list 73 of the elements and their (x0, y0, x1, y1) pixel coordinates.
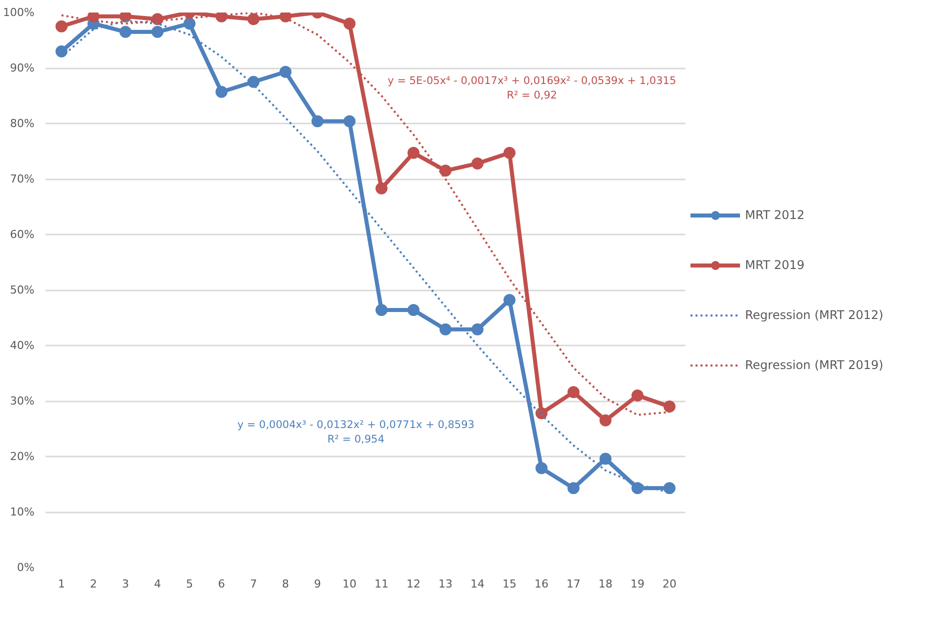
point (664, 400, 676, 413)
point (632, 482, 644, 494)
y-tick-label: 50% (10, 284, 35, 296)
y-tick-label: 10% (10, 506, 35, 518)
x-tick-label: 4 (154, 578, 161, 590)
point (472, 323, 484, 336)
x-tick-label: 5 (186, 578, 193, 590)
point (152, 26, 164, 38)
x-tick-label: 2 (90, 578, 97, 590)
y-tick-label: 60% (10, 228, 35, 241)
y-tick-label: 0% (17, 561, 34, 574)
legend-label: MRT 2019 (745, 258, 805, 272)
y-tick-label: 90% (10, 62, 35, 74)
point (408, 146, 420, 159)
annotation: y = 5E-05x⁴ - 0,0017x³ + 0,0169x² - 0,0539x + 1,0315 R² = 0,92 (388, 74, 676, 102)
point (56, 45, 68, 58)
point (216, 86, 228, 98)
y-tick-label: 80% (10, 117, 35, 130)
point (632, 389, 644, 402)
point (408, 304, 420, 316)
point (536, 462, 548, 474)
y-tick-label: 20% (10, 450, 35, 463)
point (472, 157, 484, 170)
x-tick-label: 1 (58, 578, 65, 590)
legend-label: MRT 2012 (745, 208, 805, 222)
x-tick-label: 18 (598, 578, 612, 590)
x-tick-label: 17 (566, 578, 580, 590)
y-tick-label: 70% (10, 172, 35, 186)
point (344, 18, 356, 30)
x-tick-label: 16 (534, 578, 548, 590)
point (440, 323, 452, 336)
point (504, 294, 516, 306)
y-tick-label: 100% (3, 6, 35, 19)
y-tick-label: 30% (10, 394, 35, 408)
point (376, 182, 388, 194)
point (568, 386, 580, 398)
point (376, 304, 388, 316)
point (440, 164, 452, 177)
point (248, 76, 260, 88)
point (280, 12, 292, 22)
point (344, 115, 356, 128)
point (56, 20, 68, 32)
point (120, 12, 132, 22)
x-tick-label: 15 (502, 578, 516, 590)
point (600, 452, 612, 465)
point (216, 12, 228, 22)
x-tick-label: 12 (406, 578, 420, 590)
point (504, 146, 516, 159)
x-tick-label: 13 (438, 578, 452, 590)
point (184, 18, 196, 30)
legend-label: Regression (MRT 2019) (745, 358, 884, 372)
x-tick-label: 7 (250, 578, 257, 590)
point (600, 414, 612, 426)
x-tick-label: 14 (470, 578, 484, 590)
point (280, 66, 292, 78)
point (568, 482, 580, 494)
annotation: y = 0,0004x³ - 0,0132x² + 0,0771x + 0,8593 R² = 0,954 (237, 419, 474, 446)
x-tick-label: 6 (218, 578, 225, 590)
y-tick-label: 40% (10, 339, 35, 352)
point (88, 12, 100, 22)
x-tick-label: 20 (662, 578, 676, 590)
point (536, 407, 548, 420)
x-tick-label: 19 (630, 578, 644, 590)
x-tick-label: 10 (342, 578, 356, 590)
point (248, 13, 260, 26)
x-tick-label: 11 (374, 578, 388, 590)
point (120, 26, 132, 38)
point (312, 115, 324, 128)
point (664, 482, 676, 494)
x-tick-label: 9 (314, 578, 321, 590)
legend-label: Regression (MRT 2012) (745, 308, 884, 322)
x-tick-label: 3 (122, 578, 129, 590)
x-tick-label: 8 (282, 578, 289, 590)
